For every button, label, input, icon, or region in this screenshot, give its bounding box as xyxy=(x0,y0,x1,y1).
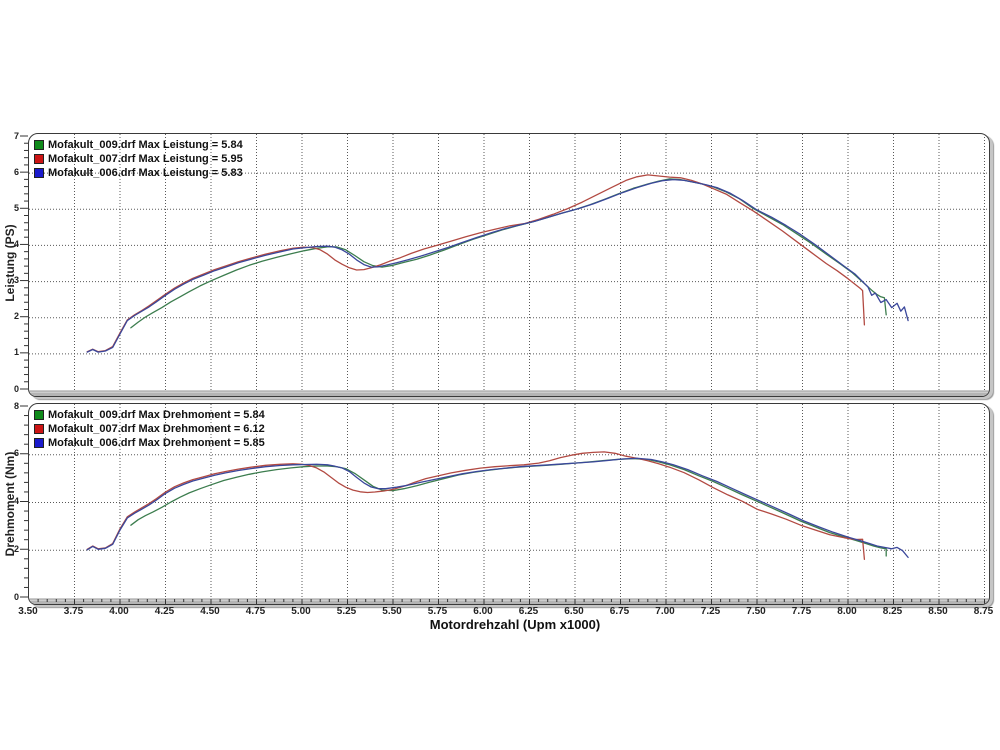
legend-label: Mofakult_007.drf Max Drehmoment = 6.12 xyxy=(48,422,265,435)
series-line-mofakult-006-drf xyxy=(86,457,909,559)
x-tick-label: 6.00 xyxy=(473,606,493,617)
legend-item: Mofakult_007.drf Max Leistung = 5.95 xyxy=(34,152,243,165)
x-tick-label: 8.25 xyxy=(882,606,903,617)
x-axis-bar xyxy=(29,390,989,396)
legend-label: Mofakult_006.drf Max Leistung = 5.83 xyxy=(48,166,243,179)
y-tick-label: 6 xyxy=(13,166,19,177)
x-tick-label: 3.50 xyxy=(18,606,38,617)
y-tick-label: 2 xyxy=(13,543,19,554)
legend-item: Mofakult_007.drf Max Drehmoment = 6.12 xyxy=(34,422,265,435)
series-line-mofakult-009-drf xyxy=(130,178,887,329)
legend: Mofakult_009.drf Max Leistung = 5.84 Mofa… xyxy=(34,138,243,179)
y-tick-label: 7 xyxy=(13,130,19,141)
power-chart-panel: Mofakult_009.drf Max Leistung = 5.84 Mofa… xyxy=(28,133,990,397)
y-tick-label: 4 xyxy=(13,496,19,506)
y-tick-label: 1 xyxy=(13,347,19,358)
y-tick-label: 8 xyxy=(13,400,19,411)
x-tick-label: 4.25 xyxy=(154,606,175,617)
x-tick-label: 5.75 xyxy=(427,606,448,617)
legend-item: Mofakult_009.drf Max Drehmoment = 5.84 xyxy=(34,408,265,421)
legend-label: Mofakult_009.drf Max Leistung = 5.84 xyxy=(48,138,243,151)
legend-color-swatch-icon xyxy=(34,139,44,150)
y-axis-ticks xyxy=(20,405,28,598)
y-tick-label: 2 xyxy=(13,311,19,322)
y-tick-label: 0 xyxy=(13,383,19,394)
x-tick-label: 7.00 xyxy=(655,606,675,617)
x-tick-label: 4.00 xyxy=(109,606,129,617)
series-line-mofakult-007-drf xyxy=(86,174,866,353)
x-tick-label: 6.75 xyxy=(609,606,630,617)
legend-item: Mofakult_009.drf Max Leistung = 5.84 xyxy=(34,138,243,151)
legend-color-swatch-icon xyxy=(34,409,44,420)
x-tick-label: 7.75 xyxy=(791,606,812,617)
x-tick-label: 4.50 xyxy=(200,606,220,617)
legend-label: Mofakult_009.drf Max Drehmoment = 5.84 xyxy=(48,408,265,421)
legend-label: Mofakult_006.drf Max Drehmoment = 5.85 xyxy=(48,436,265,449)
series-line-mofakult-006-drf xyxy=(86,178,909,353)
legend-color-swatch-icon xyxy=(34,167,44,178)
torque-chart-panel: Mofakult_009.drf Max Drehmoment = 5.84 Mo… xyxy=(28,403,990,605)
power-axis-title: Leistung (PS) xyxy=(3,224,17,302)
y-axis-ticks xyxy=(20,135,28,390)
x-tick-label: 5.50 xyxy=(382,606,402,617)
plot-area xyxy=(29,404,989,604)
x-tick-label: 7.50 xyxy=(746,606,766,617)
y-tick-label: 3 xyxy=(13,275,19,286)
x-tick-label: 5.25 xyxy=(336,606,357,617)
x-tick-label: 8.50 xyxy=(928,606,948,617)
x-axis-title: Motordrehzahl (Upm x1000) xyxy=(429,617,601,632)
x-tick-label: 7.25 xyxy=(700,606,721,617)
series-line-mofakult-007-drf xyxy=(86,451,866,560)
legend-color-swatch-icon xyxy=(34,153,44,164)
y-tick-label: 4 xyxy=(13,238,19,249)
x-tick-label: 5.00 xyxy=(291,606,311,617)
x-axis-bar xyxy=(29,598,989,604)
x-tick-label: 8.75 xyxy=(973,606,994,617)
x-tick-label: 6.25 xyxy=(518,606,539,617)
legend-item: Mofakult_006.drf Max Drehmoment = 5.85 xyxy=(34,436,265,449)
y-tick-label: 6 xyxy=(13,448,19,459)
plot-area xyxy=(29,134,989,396)
legend-color-swatch-icon xyxy=(34,437,44,448)
x-tick-label: 8.00 xyxy=(837,606,857,617)
y-tick-label: 5 xyxy=(13,202,19,213)
legend: Mofakult_009.drf Max Drehmoment = 5.84 Mo… xyxy=(34,408,265,449)
x-tick-label: 4.75 xyxy=(245,606,266,617)
x-tick-label: 3.75 xyxy=(63,606,84,617)
y-tick-label: 0 xyxy=(13,591,19,602)
legend-color-swatch-icon xyxy=(34,423,44,434)
legend-label: Mofakult_007.drf Max Leistung = 5.95 xyxy=(48,152,243,165)
x-tick-label: 6.50 xyxy=(564,606,584,617)
legend-item: Mofakult_006.drf Max Leistung = 5.83 xyxy=(34,166,243,179)
